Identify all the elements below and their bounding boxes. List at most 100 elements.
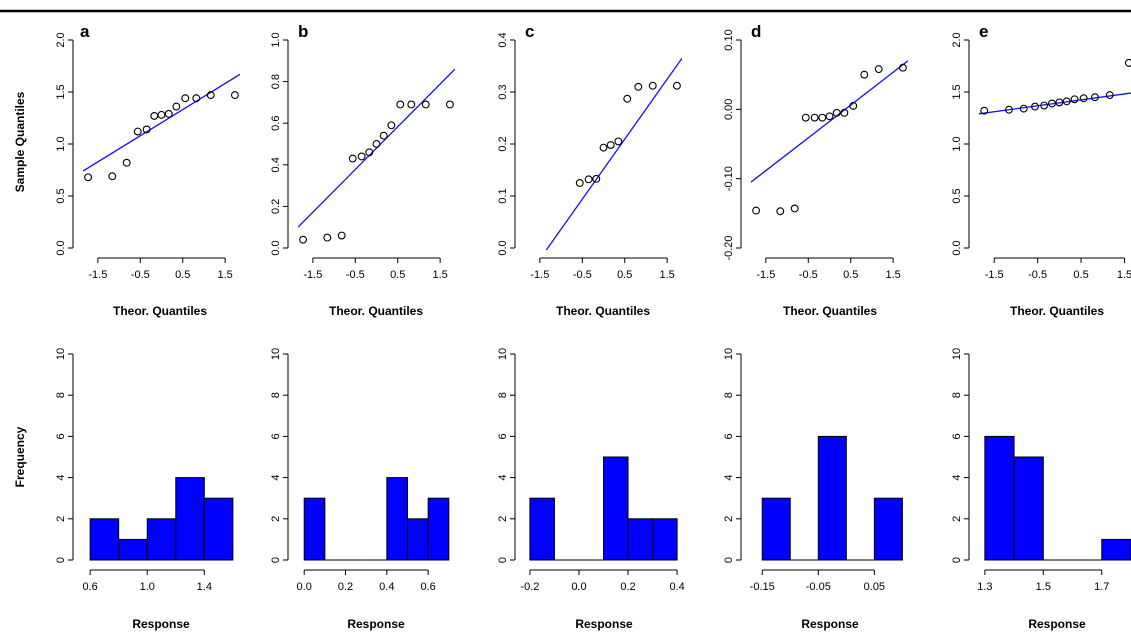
x-tick-label: 0.5 <box>175 269 190 281</box>
qq-point-c <box>584 175 593 184</box>
hist-x-axis-title-a: Response <box>132 617 190 631</box>
y-tick-label: 1.5 <box>55 84 67 99</box>
y-tick-label: 6 <box>55 433 67 439</box>
y-tick-label: 0.2 <box>497 136 509 151</box>
y-tick-label: 0.6 <box>270 116 282 131</box>
y-tick-label: 6 <box>270 433 282 439</box>
qq-x-axis-title-d: Theor. Quantiles <box>783 304 877 318</box>
qq-point-b <box>445 100 454 109</box>
x-tick-label: -0.2 <box>520 581 539 593</box>
x-tick-label: -0.15 <box>750 581 775 593</box>
y-tick-label: 4 <box>951 475 963 481</box>
histogram-panel-d: -0.15 -0.05 0.05 0 2 4 6 8 10 <box>723 348 903 593</box>
qq-point-e <box>1124 58 1131 67</box>
qq-reference-line-c <box>545 57 682 250</box>
histogram-panel-c: -0.2 0.0 0.2 0.4 0 2 4 6 8 10 <box>497 348 685 593</box>
qq-point-e <box>1105 91 1114 100</box>
y-tick-label: 0.00 <box>723 99 735 120</box>
y-tick-label: 4 <box>55 475 67 481</box>
y-tick-label: 10 <box>497 348 509 360</box>
y-tick-label: 1.5 <box>951 84 963 99</box>
x-tick-label: -1.5 <box>303 269 322 281</box>
qq-point-d <box>825 112 834 121</box>
y-tick-label: 10 <box>55 348 67 360</box>
qq-point-b <box>372 140 381 148</box>
histogram-bar <box>1013 456 1044 561</box>
qq-point-a <box>172 102 181 111</box>
qq-point-d <box>810 113 819 122</box>
y-tick-label: 0 <box>723 557 735 563</box>
qq-point-b <box>323 233 332 242</box>
hist-x-axis-title-b: Response <box>347 617 405 631</box>
histogram-bar <box>603 456 629 561</box>
histogram-bar <box>427 497 450 561</box>
histogram-bar <box>118 538 148 561</box>
qq-point-c <box>614 137 623 146</box>
histogram-bar <box>652 518 678 561</box>
qq-plot-panel-b: b -1.5 -0.5 0.5 1.5 0.0 0.2 0.4 0.6 0.8 1.0 <box>270 22 455 281</box>
x-tick-label: 0.2 <box>620 581 635 593</box>
x-tick-label: -0.05 <box>806 581 831 593</box>
y-tick-label: 8 <box>723 392 735 398</box>
y-tick-label: 1.0 <box>270 32 282 47</box>
x-tick-label: 1.5 <box>1036 581 1051 593</box>
qq-point-d <box>898 63 907 72</box>
qq-point-d <box>849 101 858 110</box>
y-tick-label: 0.4 <box>270 157 282 172</box>
x-tick-label: 1.0 <box>140 581 155 593</box>
x-tick-label: 1.5 <box>886 269 901 281</box>
x-tick-label: 0.4 <box>669 581 684 593</box>
qq-point-c <box>606 141 615 149</box>
qq-plot-panel-a: a -1.5 -0.5 0.5 1.5 0.0 0.5 1.0 1.5 2.0 <box>55 22 240 281</box>
histogram-bar <box>1101 538 1131 561</box>
y-tick-label: 0.10 <box>723 29 735 50</box>
qq-point-e <box>980 106 989 115</box>
x-tick-label: 0.0 <box>297 581 312 593</box>
y-tick-label: 2 <box>55 516 67 522</box>
qq-point-b <box>337 231 346 240</box>
histogram-bar <box>627 518 654 561</box>
y-tick-label: 6 <box>497 433 509 439</box>
y-tick-label: 0 <box>270 557 282 563</box>
qq-reference-line-d <box>751 60 908 183</box>
x-tick-label: -1.5 <box>985 269 1004 281</box>
x-tick-label: -0.5 <box>799 269 818 281</box>
histogram-bar <box>175 477 205 561</box>
x-tick-label: 1.5 <box>660 269 675 281</box>
qq-point-c <box>575 179 584 187</box>
y-tick-label: 0.0 <box>497 240 509 255</box>
qq-point-e <box>1062 97 1071 106</box>
x-tick-label: 1.7 <box>1094 581 1109 593</box>
qq-plot-panel-c: c -1.5 -0.5 0.5 1.5 0.0 0.1 0.2 0.3 0.4 <box>497 22 682 281</box>
qq-plot-panel-e: e -1.5 -0.5 0.5 1.5 0.0 0.5 1.0 1.5 2.0 <box>951 22 1131 281</box>
panel-letter-a: a <box>80 22 90 41</box>
qq-point-a <box>164 109 173 118</box>
histogram-bar <box>203 497 234 561</box>
qq-reference-line-a <box>83 73 240 172</box>
hist-x-axis-title-d: Response <box>801 617 859 631</box>
x-tick-label: 0.0 <box>571 581 586 593</box>
qq-point-a <box>192 94 201 103</box>
qq-point-e <box>1091 93 1099 102</box>
qq-point-e <box>1070 95 1079 104</box>
qq-point-b <box>365 148 374 157</box>
x-tick-label: 0.6 <box>420 581 435 593</box>
x-tick-label: -0.5 <box>573 269 592 281</box>
x-tick-label: -1.5 <box>88 269 107 281</box>
qq-point-b <box>299 235 308 244</box>
qq-point-a <box>84 173 93 182</box>
qq-point-e <box>1055 98 1064 107</box>
qq-x-axis-title-a: Theor. Quantiles <box>113 304 207 318</box>
histogram-bar <box>303 497 326 561</box>
y-tick-label: 0.5 <box>951 188 963 203</box>
qq-point-d <box>832 108 841 117</box>
y-tick-label: 0.0 <box>951 240 963 255</box>
x-tick-label: 0.5 <box>843 269 858 281</box>
qq-point-d <box>860 70 869 79</box>
panel-letter-e: e <box>979 22 988 41</box>
x-tick-label: 1.3 <box>977 581 992 593</box>
y-tick-label: 8 <box>951 392 963 398</box>
x-tick-label: 1.5 <box>433 269 448 281</box>
qq-point-e <box>1079 94 1088 103</box>
